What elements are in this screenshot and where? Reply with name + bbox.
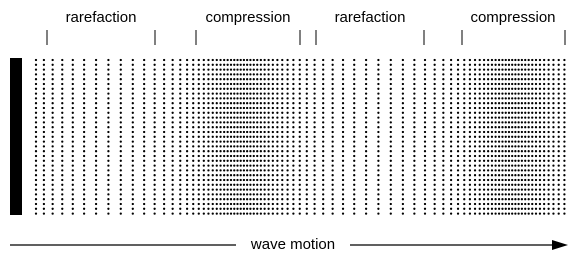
- motion-label: wave motion: [250, 236, 335, 253]
- motion-arrow-head: [552, 240, 568, 250]
- region-brackets: [47, 30, 565, 45]
- particles: [36, 60, 564, 215]
- region-label: rarefaction: [335, 9, 406, 26]
- source-plate: [10, 58, 22, 215]
- region-label: compression: [205, 9, 290, 26]
- wave-diagram: rarefaction compression rarefaction comp…: [0, 0, 571, 261]
- region-label: compression: [470, 9, 555, 26]
- region-label: rarefaction: [66, 9, 137, 26]
